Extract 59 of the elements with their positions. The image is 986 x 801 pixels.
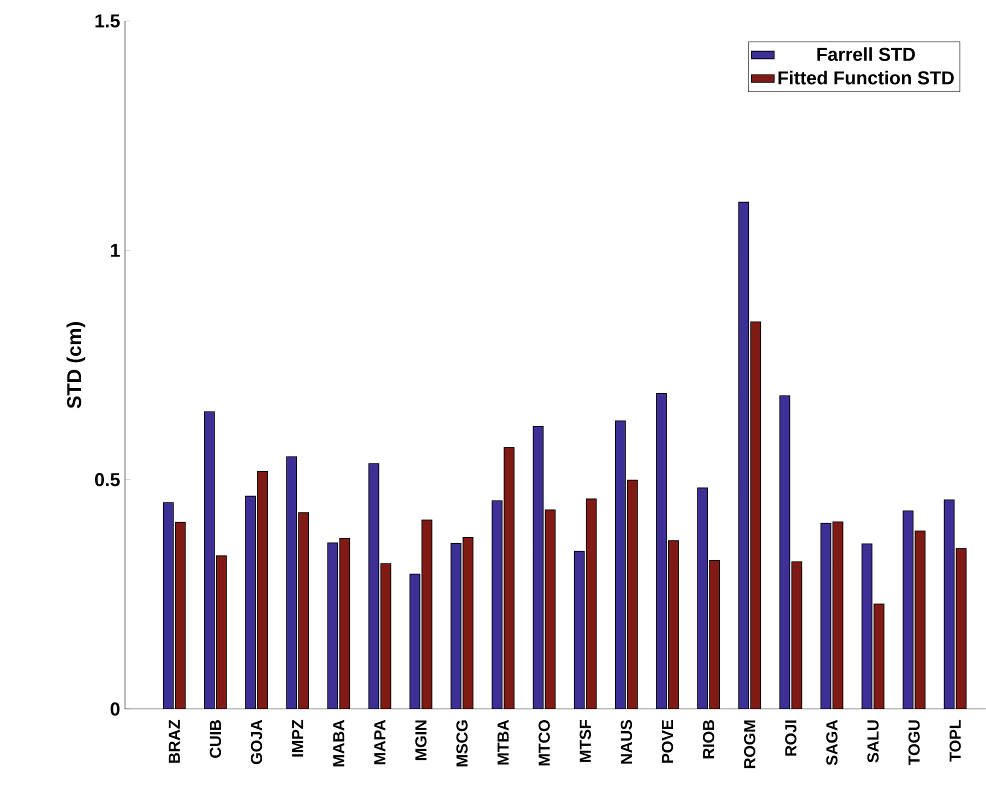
bar <box>914 530 926 709</box>
bar <box>614 420 626 709</box>
bar <box>380 563 392 709</box>
bar <box>422 520 432 709</box>
bar <box>532 426 544 709</box>
x-tick-label: POVE <box>662 720 674 763</box>
bar <box>245 496 256 709</box>
y-tick-label: 0 <box>110 702 120 716</box>
x-tick-label: MTSF <box>580 720 591 762</box>
bar <box>286 456 298 709</box>
bar <box>216 555 227 709</box>
y-tick-label: 0.5 <box>95 473 120 486</box>
bar <box>820 522 832 709</box>
bar <box>697 488 708 709</box>
bar <box>174 522 186 709</box>
bar <box>944 499 955 709</box>
y-tick-label: 1.5 <box>96 14 120 28</box>
y-axis-title: STD (cm) <box>66 322 86 408</box>
bar <box>339 538 350 709</box>
x-tick-label: RIOB <box>702 720 714 758</box>
x-tick-label: MTBA <box>498 720 509 765</box>
bar <box>298 512 310 709</box>
x-tick-label: IMPZ <box>292 720 304 757</box>
bar <box>492 500 503 709</box>
bar <box>791 561 802 709</box>
x-tick-label: ROGM <box>744 720 756 768</box>
x-tick-label: MTCO <box>538 720 550 766</box>
bar <box>779 395 790 709</box>
x-tick-label: TOPL <box>950 720 961 762</box>
x-tick-label: ROJI <box>785 720 796 756</box>
bar <box>162 502 174 709</box>
bar <box>656 393 667 709</box>
bar <box>204 411 215 709</box>
bar <box>627 480 638 709</box>
legend-label: Farrell STD <box>817 47 915 61</box>
x-tick-label: NAUS <box>620 720 632 764</box>
x-tick-label: SALU <box>867 720 879 762</box>
x-tick-label: MGIN <box>415 720 427 760</box>
bar <box>750 321 762 709</box>
bar <box>327 542 338 709</box>
x-tick-label: MAPA <box>374 720 386 764</box>
bar <box>544 510 556 709</box>
bar <box>257 471 268 709</box>
bar <box>586 498 597 709</box>
bar <box>574 550 585 709</box>
y-tick-label: 1 <box>111 244 120 257</box>
legend-label: Fitted Function STD <box>778 70 954 84</box>
bar <box>504 447 514 709</box>
x-tick-label: GOJA <box>250 720 262 764</box>
bar <box>668 540 679 709</box>
x-tick-label: MABA <box>333 720 344 766</box>
bar <box>368 463 380 709</box>
x-tick-label: CUIB <box>210 720 222 758</box>
x-tick-label: TOGU <box>908 720 920 766</box>
bar <box>738 202 750 709</box>
x-tick-label: SAGA <box>826 720 838 766</box>
x-tick-label: BRAZ <box>168 720 180 763</box>
x-tick-label: MSCG <box>456 720 468 766</box>
bar <box>956 548 967 709</box>
